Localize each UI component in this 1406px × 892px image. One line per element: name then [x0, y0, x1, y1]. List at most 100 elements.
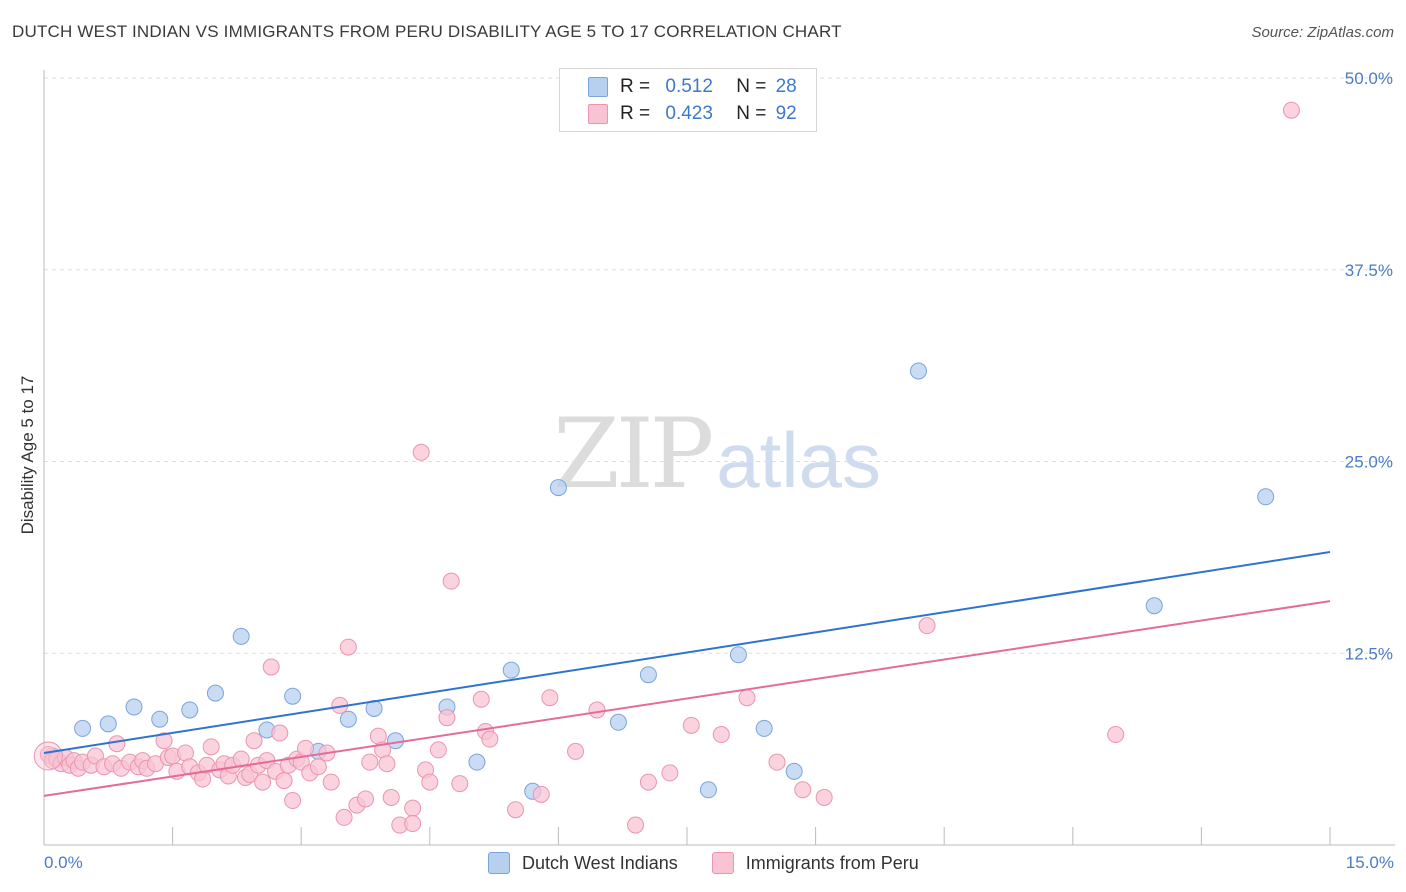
legend-r-label: R = — [620, 76, 651, 97]
peru-point — [202, 738, 220, 756]
dutch-point — [1257, 488, 1275, 506]
legend-n-label: N = — [736, 76, 767, 97]
peru-point — [412, 443, 430, 461]
legend-r-value: 0.423 — [665, 103, 713, 124]
legend-row-peru: R = 0.423 N = 92 — [560, 101, 816, 127]
peru-point — [1107, 726, 1125, 744]
legend-n-value: 92 — [775, 103, 797, 124]
dutch-point — [699, 781, 717, 799]
source-label: Source: ZipAtlas.com — [1251, 24, 1394, 41]
peru-point — [271, 724, 289, 742]
dutch-point — [99, 715, 117, 733]
peru-point — [451, 775, 469, 793]
peru-point — [627, 816, 645, 834]
peru-point — [245, 732, 263, 750]
peru-point — [284, 792, 302, 810]
legend-r-value: 0.512 — [665, 76, 713, 97]
y-tick-label: 12.5% — [1345, 644, 1393, 663]
dutch-point — [74, 719, 92, 737]
dutch-point — [502, 661, 520, 679]
peru-point — [404, 815, 422, 833]
dutch-point — [729, 646, 747, 664]
dutch-point — [232, 627, 250, 645]
dutch-point — [339, 710, 357, 728]
peru-point — [322, 773, 340, 791]
zipatlas-watermark: ZIPatlas — [553, 398, 881, 510]
peru-point — [275, 772, 293, 790]
peru-point — [507, 801, 525, 819]
peru-point — [254, 773, 272, 791]
peru-point — [661, 764, 679, 782]
peru-point — [232, 750, 250, 768]
peru-trend-line — [43, 600, 1331, 797]
peru-point — [918, 617, 936, 635]
legend-n-label: N = — [736, 103, 767, 124]
peru-point — [815, 788, 833, 806]
peru-point — [768, 753, 786, 771]
peru-point — [682, 716, 700, 734]
dutch-point — [151, 710, 169, 728]
peru-point — [541, 689, 559, 707]
y-axis-label: Disability Age 5 to 17 — [18, 375, 37, 535]
dutch-point — [549, 479, 567, 497]
dutch-trend-line — [43, 551, 1331, 754]
legend-swatch-pink — [588, 104, 608, 124]
peru-point — [639, 773, 657, 791]
dutch-point — [609, 713, 627, 731]
peru-point — [309, 758, 327, 776]
peru-point — [335, 808, 353, 826]
peru-point — [296, 739, 314, 757]
dutch-point — [468, 753, 486, 771]
y-tick-label: 25.0% — [1345, 453, 1393, 472]
peru-point — [442, 572, 460, 590]
watermark-atlas: atlas — [716, 416, 881, 504]
legend-swatch-blue — [588, 77, 608, 97]
legend-label: Immigrants from Peru — [745, 852, 919, 873]
peru-point — [481, 730, 499, 748]
peru-point — [361, 753, 379, 771]
x-tick-max: 15.0% — [1345, 853, 1394, 872]
peru-point — [421, 773, 439, 791]
peru-point — [1282, 101, 1300, 119]
legend-row-dutch: R = 0.512 N = 28 — [560, 74, 816, 100]
legend-r-label: R = — [620, 103, 651, 124]
watermark-zip: ZIP — [553, 398, 714, 510]
peru-point — [378, 755, 396, 773]
chart-title: DUTCH WEST INDIAN VS IMMIGRANTS FROM PER… — [12, 22, 842, 41]
peru-point — [382, 788, 400, 806]
peru-point — [357, 790, 374, 808]
legend-item-immigrants-from-peru: Immigrants from Peru — [711, 852, 919, 874]
peru-point — [339, 638, 357, 656]
legend-n-value: 28 — [775, 76, 797, 97]
peru-point — [438, 709, 456, 727]
correlation-legend: R = 0.512 N = 28 R = 0.423 N = 92 — [559, 68, 817, 132]
y-tick-label: 37.5% — [1345, 261, 1393, 280]
y-tick-label: 50.0% — [1345, 69, 1393, 88]
peru-point — [532, 785, 550, 803]
peru-point — [262, 658, 280, 676]
peru-point — [588, 701, 606, 719]
legend-item-dutch-west-indians: Dutch West Indians — [488, 852, 678, 874]
series-legend: Dutch West Indians Immigrants from Peru — [488, 852, 953, 874]
dutch-point — [1145, 597, 1163, 615]
dutch-point — [785, 762, 803, 780]
dutch-point — [284, 687, 302, 705]
legend-label: Dutch West Indians — [522, 852, 678, 873]
peru-point — [738, 689, 756, 707]
dutch-point — [755, 719, 773, 737]
peru-point — [429, 741, 447, 759]
dutch-point — [181, 701, 199, 719]
dutch-point — [206, 684, 224, 702]
peru-point — [472, 690, 490, 708]
peru-point — [155, 732, 173, 750]
x-tick-min: 0.0% — [44, 853, 83, 872]
peru-point — [108, 735, 126, 753]
dutch-point — [909, 362, 927, 380]
peru-point — [794, 781, 812, 799]
legend-swatch-blue — [488, 852, 510, 874]
peru-point — [712, 726, 730, 744]
peru-point — [404, 799, 422, 817]
cluster-bubble — [33, 741, 63, 771]
peru-point — [567, 742, 585, 760]
dutch-point — [125, 698, 143, 716]
